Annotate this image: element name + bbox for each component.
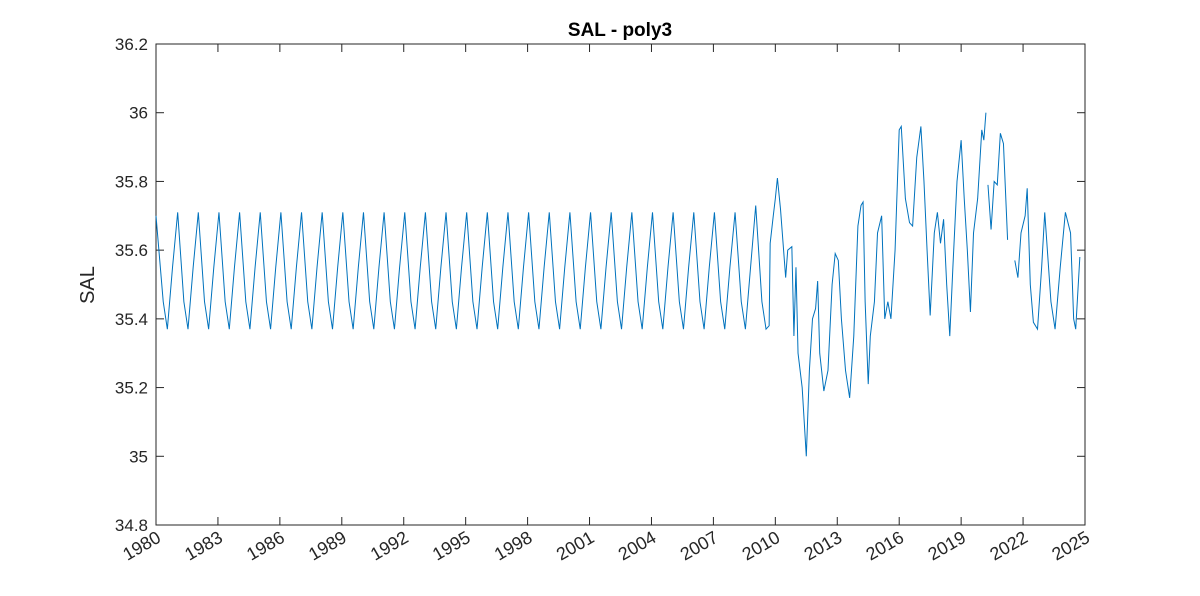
y-tick-label: 35.8 <box>115 172 148 191</box>
plot-frame <box>155 43 1086 526</box>
series-line <box>155 112 1081 457</box>
y-tick-label: 35 <box>129 447 148 466</box>
y-tick-label: 35.4 <box>115 310 148 329</box>
y-tick-label: 36.2 <box>115 35 148 54</box>
y-tick-label: 36 <box>129 104 148 123</box>
y-tick-label: 34.8 <box>115 516 148 535</box>
y-axis-label: SAL <box>77 266 99 304</box>
y-tick-label: 35.6 <box>115 241 148 260</box>
chart-title: SAL - poly3 <box>568 20 672 41</box>
y-tick-label: 35.2 <box>115 379 148 398</box>
